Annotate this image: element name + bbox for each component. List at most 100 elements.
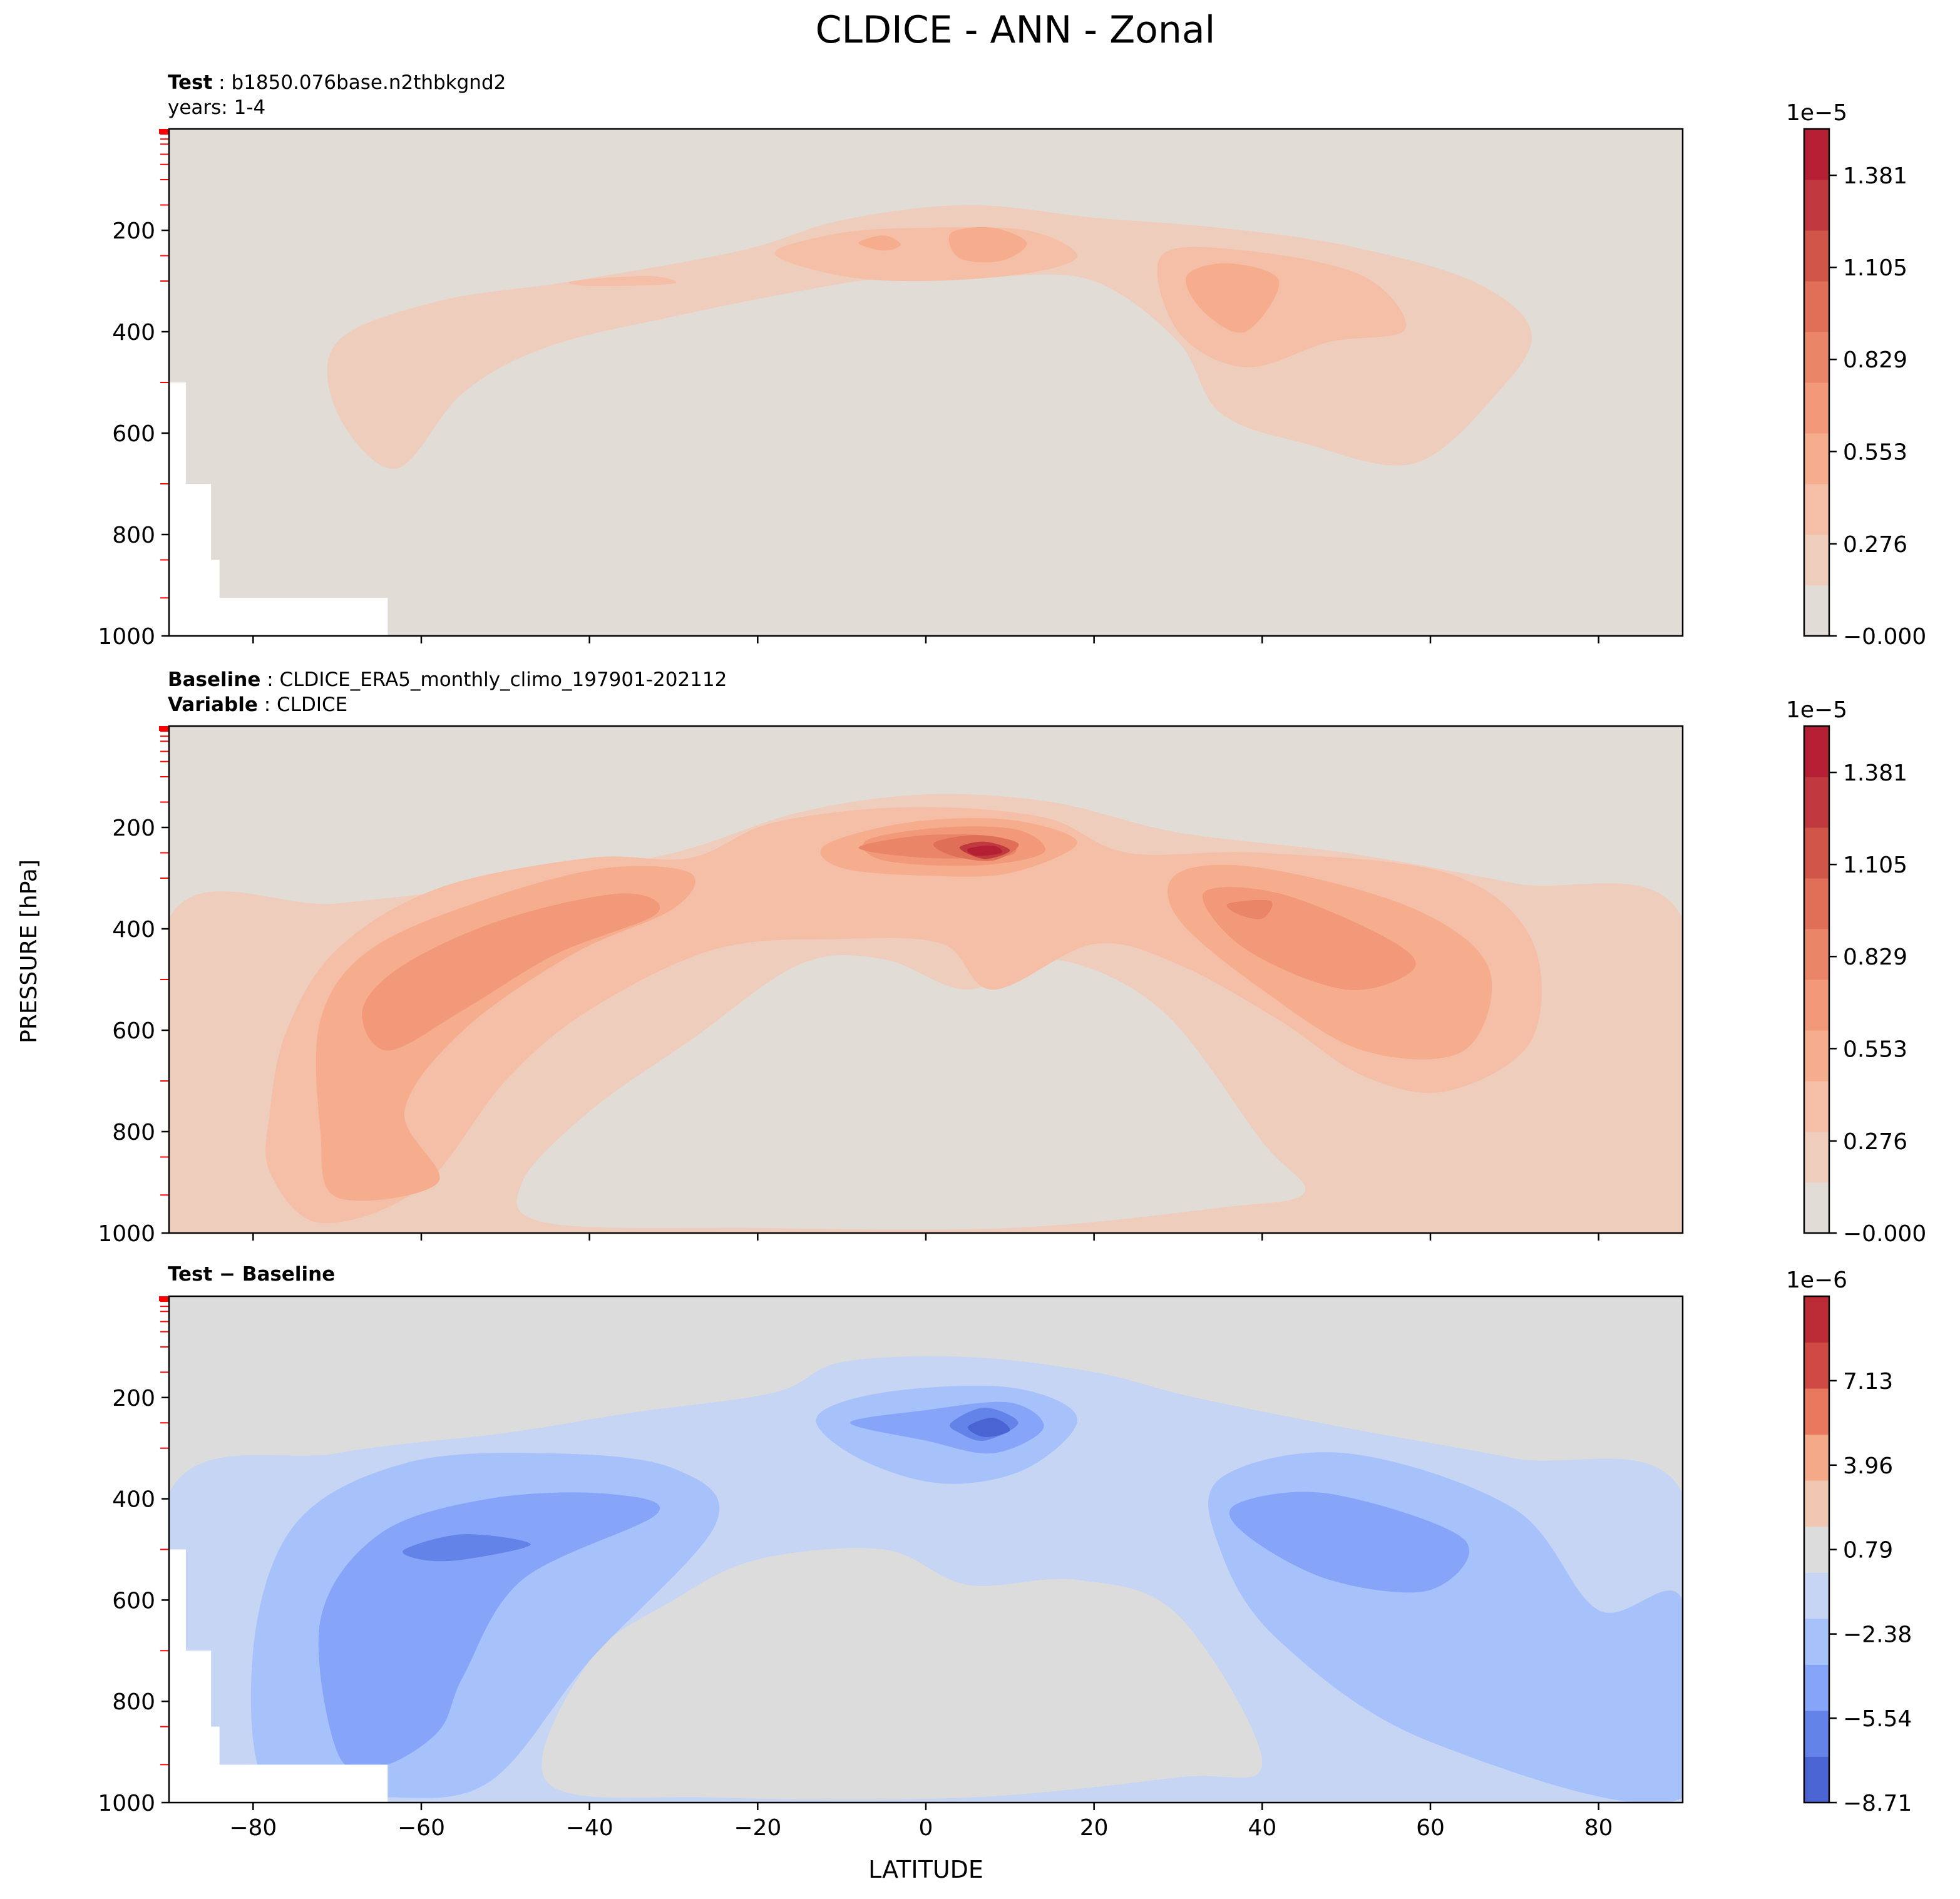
colorbar-tick-label: 0.276 (1843, 1129, 1907, 1155)
y-tick-label: 800 (112, 1689, 155, 1715)
colorbar-test: 1.381 1.105 0.829 0.553 0.276 −0.000 1e−5 (1786, 100, 1926, 650)
contour-baseline-level0 (516, 955, 1306, 1230)
baseline-label-sep: : (260, 668, 280, 691)
baseline-label-bold: Baseline (168, 668, 261, 691)
y-tick-label: 400 (112, 320, 155, 346)
contour-test-level3 (858, 235, 901, 251)
colorbar-swatch (1804, 1434, 1829, 1481)
panel-diff: 200 400 600 800 1000 −80 −60 −40 −20 0 20 40 60 80 7.1… (98, 1267, 1912, 1841)
contour-diff-level2 (318, 1492, 660, 1771)
test-case-name: b1850.076base.n2thbkgnd2 (231, 71, 506, 94)
colorbar-tick-label: −5.54 (1843, 1706, 1912, 1732)
panel-baseline: 200 400 600 800 1000 1.381 1.105 0.829 0.553 0.27… (98, 697, 1926, 1247)
plot-area (169, 129, 1683, 636)
diff-label-bold: Test − Baseline (168, 1263, 336, 1286)
baseline-panel-label: Baseline : CLDICE_ERA5_monthly_climo_197… (168, 667, 727, 692)
colorbar-tick-label: 1.381 (1843, 163, 1907, 189)
variable-label-bold: Variable (168, 694, 258, 716)
colorbar-tick-label: 0.79 (1843, 1538, 1893, 1564)
y-tick-label: 600 (112, 1588, 155, 1614)
contour-baseline-level9 (967, 845, 1003, 856)
x-tick-label: 40 (1248, 1815, 1276, 1841)
colorbar-swatch (1804, 382, 1829, 434)
colorbar-swatch (1804, 433, 1829, 484)
baseline-panel-variable: Variable : CLDICE (168, 692, 347, 717)
colorbar-swatch (1804, 827, 1829, 879)
y-tick-label: 400 (112, 1487, 155, 1513)
colorbar-swatch (1804, 1756, 1829, 1803)
y-tick-label: 800 (112, 1120, 155, 1145)
colorbar-swatch (1804, 1526, 1829, 1573)
colorbar-swatch (1804, 726, 1829, 777)
plot-area (169, 726, 1683, 1233)
colorbar-exponent: 1e−6 (1786, 1267, 1847, 1293)
variable-label-sep: : (257, 694, 277, 716)
colorbar-exponent: 1e−5 (1786, 697, 1847, 723)
x-tick-label: −20 (734, 1815, 781, 1841)
y-tick-label: 1000 (98, 1221, 155, 1247)
colorbar-swatch (1804, 980, 1829, 1031)
colorbar-swatch (1804, 129, 1829, 180)
x-axis-label: LATITUDE (868, 1856, 983, 1883)
colorbar-swatch (1804, 1342, 1829, 1389)
minor-tick-cluster (159, 1296, 169, 1301)
colorbar-tick-label: 7.13 (1843, 1369, 1893, 1395)
y-tick-label: 200 (112, 1386, 155, 1411)
test-label-sep: : (212, 71, 232, 94)
colorbar-swatch (1804, 1664, 1829, 1711)
colorbar-tick-label: 0.553 (1843, 1037, 1907, 1062)
colorbar-exponent: 1e−5 (1786, 100, 1847, 126)
contour-baseline-level5 (1226, 899, 1273, 919)
colorbar-tick-label: −0.000 (1843, 1221, 1926, 1247)
minor-tick-cluster (159, 726, 169, 731)
missing-data-region (169, 1549, 388, 1803)
colorbar-diff: 7.13 3.96 0.79 −2.38 −5.54 −8.71 1e−6 (1786, 1267, 1912, 1816)
colorbar-swatch (1804, 878, 1829, 929)
x-tick-label: 20 (1080, 1815, 1109, 1841)
colorbar-frame (1803, 725, 1830, 1234)
diff-panel-label: Test − Baseline (168, 1262, 335, 1287)
colorbar-swatch (1804, 1710, 1829, 1757)
y-tick-label: 1000 (98, 624, 155, 650)
baseline-case-name: CLDICE_ERA5_monthly_climo_197901-202112 (279, 668, 727, 691)
colorbar-swatch (1804, 1618, 1829, 1665)
x-tick-label: −80 (229, 1815, 277, 1841)
colorbar-swatch (1804, 1572, 1829, 1619)
colorbar-swatch (1804, 1132, 1829, 1183)
colorbar-swatch (1804, 777, 1829, 828)
variable-name: CLDICE (277, 694, 348, 716)
colorbar-swatch (1804, 1030, 1829, 1082)
x-tick-label: −60 (398, 1815, 445, 1841)
contour-test-level3 (1185, 263, 1280, 333)
x-tick-label: 80 (1584, 1815, 1613, 1841)
y-tick-label: 200 (112, 816, 155, 841)
colorbar-swatch (1804, 1182, 1829, 1234)
y-tick-label: 600 (112, 421, 155, 447)
y-tick-label: 600 (112, 1018, 155, 1044)
colorbar-swatch (1804, 332, 1829, 383)
x-tick-label: 60 (1416, 1815, 1445, 1841)
colorbar-swatch (1804, 585, 1829, 637)
colorbar-tick-label: 0.553 (1843, 439, 1907, 465)
colorbar-tick-label: 3.96 (1843, 1453, 1893, 1479)
colorbar-tick-label: −8.71 (1843, 1791, 1912, 1816)
colorbar-tick-label: 0.829 (1843, 944, 1907, 970)
contour-diff-level0 (967, 1418, 1010, 1437)
colorbar-tick-label: 1.381 (1843, 760, 1907, 786)
missing-data-region (169, 382, 388, 636)
colorbar-swatch (1804, 484, 1829, 535)
colorbar-tick-label: 0.276 (1843, 532, 1907, 558)
test-panel-label: Test : b1850.076base.n2thbkgnd2 (168, 70, 506, 95)
y-axis-label: PRESSURE [hPa] (16, 859, 42, 1043)
colorbar-swatch (1804, 281, 1829, 332)
test-years: years: 1-4 (168, 96, 266, 119)
colorbar-tick-label: 1.105 (1843, 255, 1907, 281)
contour-diff-level5 (541, 1548, 1263, 1800)
colorbar-swatch (1804, 535, 1829, 586)
x-tick-label: 0 (919, 1815, 933, 1841)
colorbar-swatch (1804, 1296, 1829, 1343)
contour-diff-level2 (1229, 1492, 1469, 1593)
contour-test-level2 (568, 275, 677, 287)
x-tick-label: −40 (566, 1815, 613, 1841)
